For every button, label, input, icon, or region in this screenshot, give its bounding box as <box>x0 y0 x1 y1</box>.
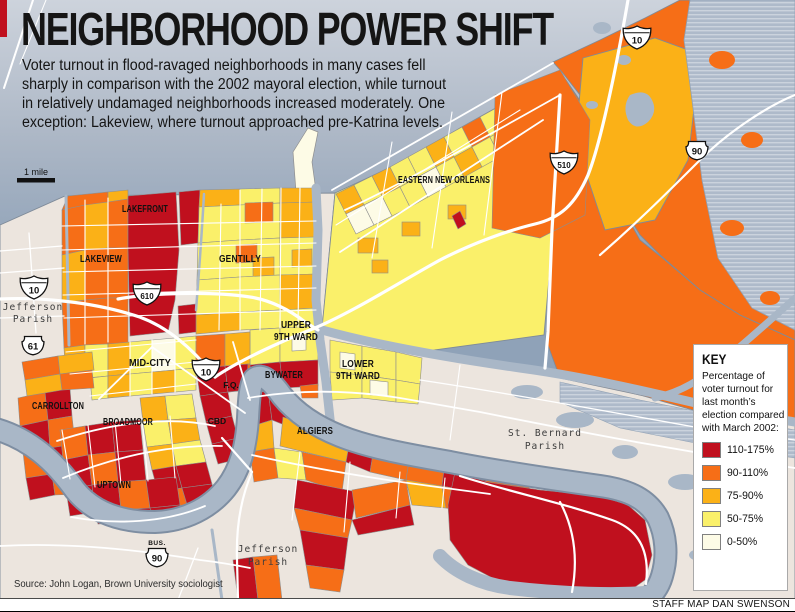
label-eastern-new-orleans: EASTERN NEW ORLEANS <box>398 175 490 186</box>
source-credit: Source: John Logan, Brown University soc… <box>14 579 223 590</box>
svg-text:90: 90 <box>152 554 163 565</box>
scale-label: 1 mile <box>24 167 48 177</box>
marsh-hatched-ne <box>683 0 795 331</box>
i10-shield-northeast: 10 <box>622 25 652 50</box>
legend-items: 110-175% 90-110% 75-90% 50-75% 0-50% <box>702 442 780 550</box>
label-lakefront: LAKEFRONT <box>122 204 168 215</box>
legend-description: Percentage of voter turnout for last mon… <box>702 370 785 434</box>
legend-swatch-75-90 <box>702 488 721 504</box>
i10-shield-mid: 10 <box>191 357 221 382</box>
label-algiers: ALGIERS <box>297 426 333 437</box>
i10-shield-west: 10 <box>19 275 49 300</box>
staff-credit: STAFF MAP DAN SWENSON <box>652 599 790 610</box>
lagoon <box>625 92 655 127</box>
credit-bar: STAFF MAP DAN SWENSON <box>0 598 795 612</box>
label-uptown: UPTOWN <box>97 480 131 491</box>
label-lower-9th-1: LOWER <box>342 359 374 370</box>
causeway-bridge <box>3 0 47 89</box>
svg-text:510: 510 <box>557 161 571 170</box>
label-upper-9th-1: UPPER <box>281 320 311 331</box>
svg-text:90: 90 <box>692 147 703 158</box>
label-cbd: CBD <box>208 416 226 426</box>
svg-text:10: 10 <box>632 36 643 47</box>
svg-text:610: 610 <box>140 292 154 301</box>
svg-text:BUS.: BUS. <box>148 540 166 547</box>
legend-item: 90-110% <box>702 465 780 481</box>
us90-shield-east: 90 <box>685 140 709 161</box>
label-lakeview: LAKEVIEW <box>80 254 122 265</box>
legend-label: 50-75% <box>727 513 764 525</box>
label-fq: F.Q. <box>223 380 239 390</box>
legend-item: 110-175% <box>702 442 780 458</box>
legend-item: 0-50% <box>702 534 780 550</box>
legend-label: 0-50% <box>727 536 758 548</box>
parish-labels: Jefferson Parish St. Bernard Parish Jeff… <box>3 302 582 568</box>
marsh-blobs <box>586 22 780 305</box>
svg-text:10: 10 <box>201 368 212 379</box>
label-broadmoor: BROADMOOR <box>103 417 153 428</box>
label-jefferson-west-1: Jefferson <box>3 302 63 313</box>
legend-item: 50-75% <box>702 511 780 527</box>
neighborhood-labels: LAKEFRONT LAKEVIEW GENTILLY EASTERN NEW … <box>32 175 490 491</box>
label-st-bernard-2: Parish <box>525 441 565 452</box>
label-gentilly: GENTILLY <box>219 254 261 265</box>
label-jefferson-west-2: Parish <box>13 314 53 325</box>
legend-label: 110-175% <box>727 444 774 456</box>
i510-shield: 510 <box>549 150 579 175</box>
label-carrollton: CARROLLTON <box>32 401 84 412</box>
lower-9th-parcels <box>329 339 423 405</box>
legend-swatch-110-175 <box>702 442 721 458</box>
legend-swatch-90-110 <box>702 465 721 481</box>
label-jefferson-south-1: Jefferson <box>238 544 298 555</box>
subtitle: Voter turnout in flood-ravaged neighborh… <box>22 57 447 131</box>
us90-business-shield: BUS. 90 <box>145 540 169 568</box>
i610-shield: 610 <box>132 281 162 306</box>
legend-label: 75-90% <box>727 490 764 502</box>
accent-bar <box>0 0 7 37</box>
legend-swatch-50-75 <box>702 511 721 527</box>
us61-shield: 61 <box>21 335 45 356</box>
label-jefferson-south-2: Parish <box>248 557 288 568</box>
svg-text:61: 61 <box>28 342 39 353</box>
legend-label: 90-110% <box>727 467 769 479</box>
legend-box: KEY Percentage of voter turnout for last… <box>693 344 788 591</box>
legend-title: KEY <box>702 351 727 367</box>
scale-bar: 1 mile <box>17 167 55 183</box>
legend-swatch-0-50 <box>702 534 721 550</box>
label-mid-city: MID-CITY <box>129 358 171 369</box>
label-bywater: BYWATER <box>265 370 303 381</box>
label-upper-9th-2: 9TH WARD <box>274 332 318 343</box>
mississippi-river <box>0 364 678 612</box>
svg-text:10: 10 <box>29 286 40 297</box>
label-lower-9th-2: 9TH WARD <box>336 371 380 382</box>
label-st-bernard-1: St. Bernard <box>508 428 582 439</box>
page-title: NEIGHBORHOOD POWER SHIFT <box>21 3 554 55</box>
legend-item: 75-90% <box>702 488 780 504</box>
